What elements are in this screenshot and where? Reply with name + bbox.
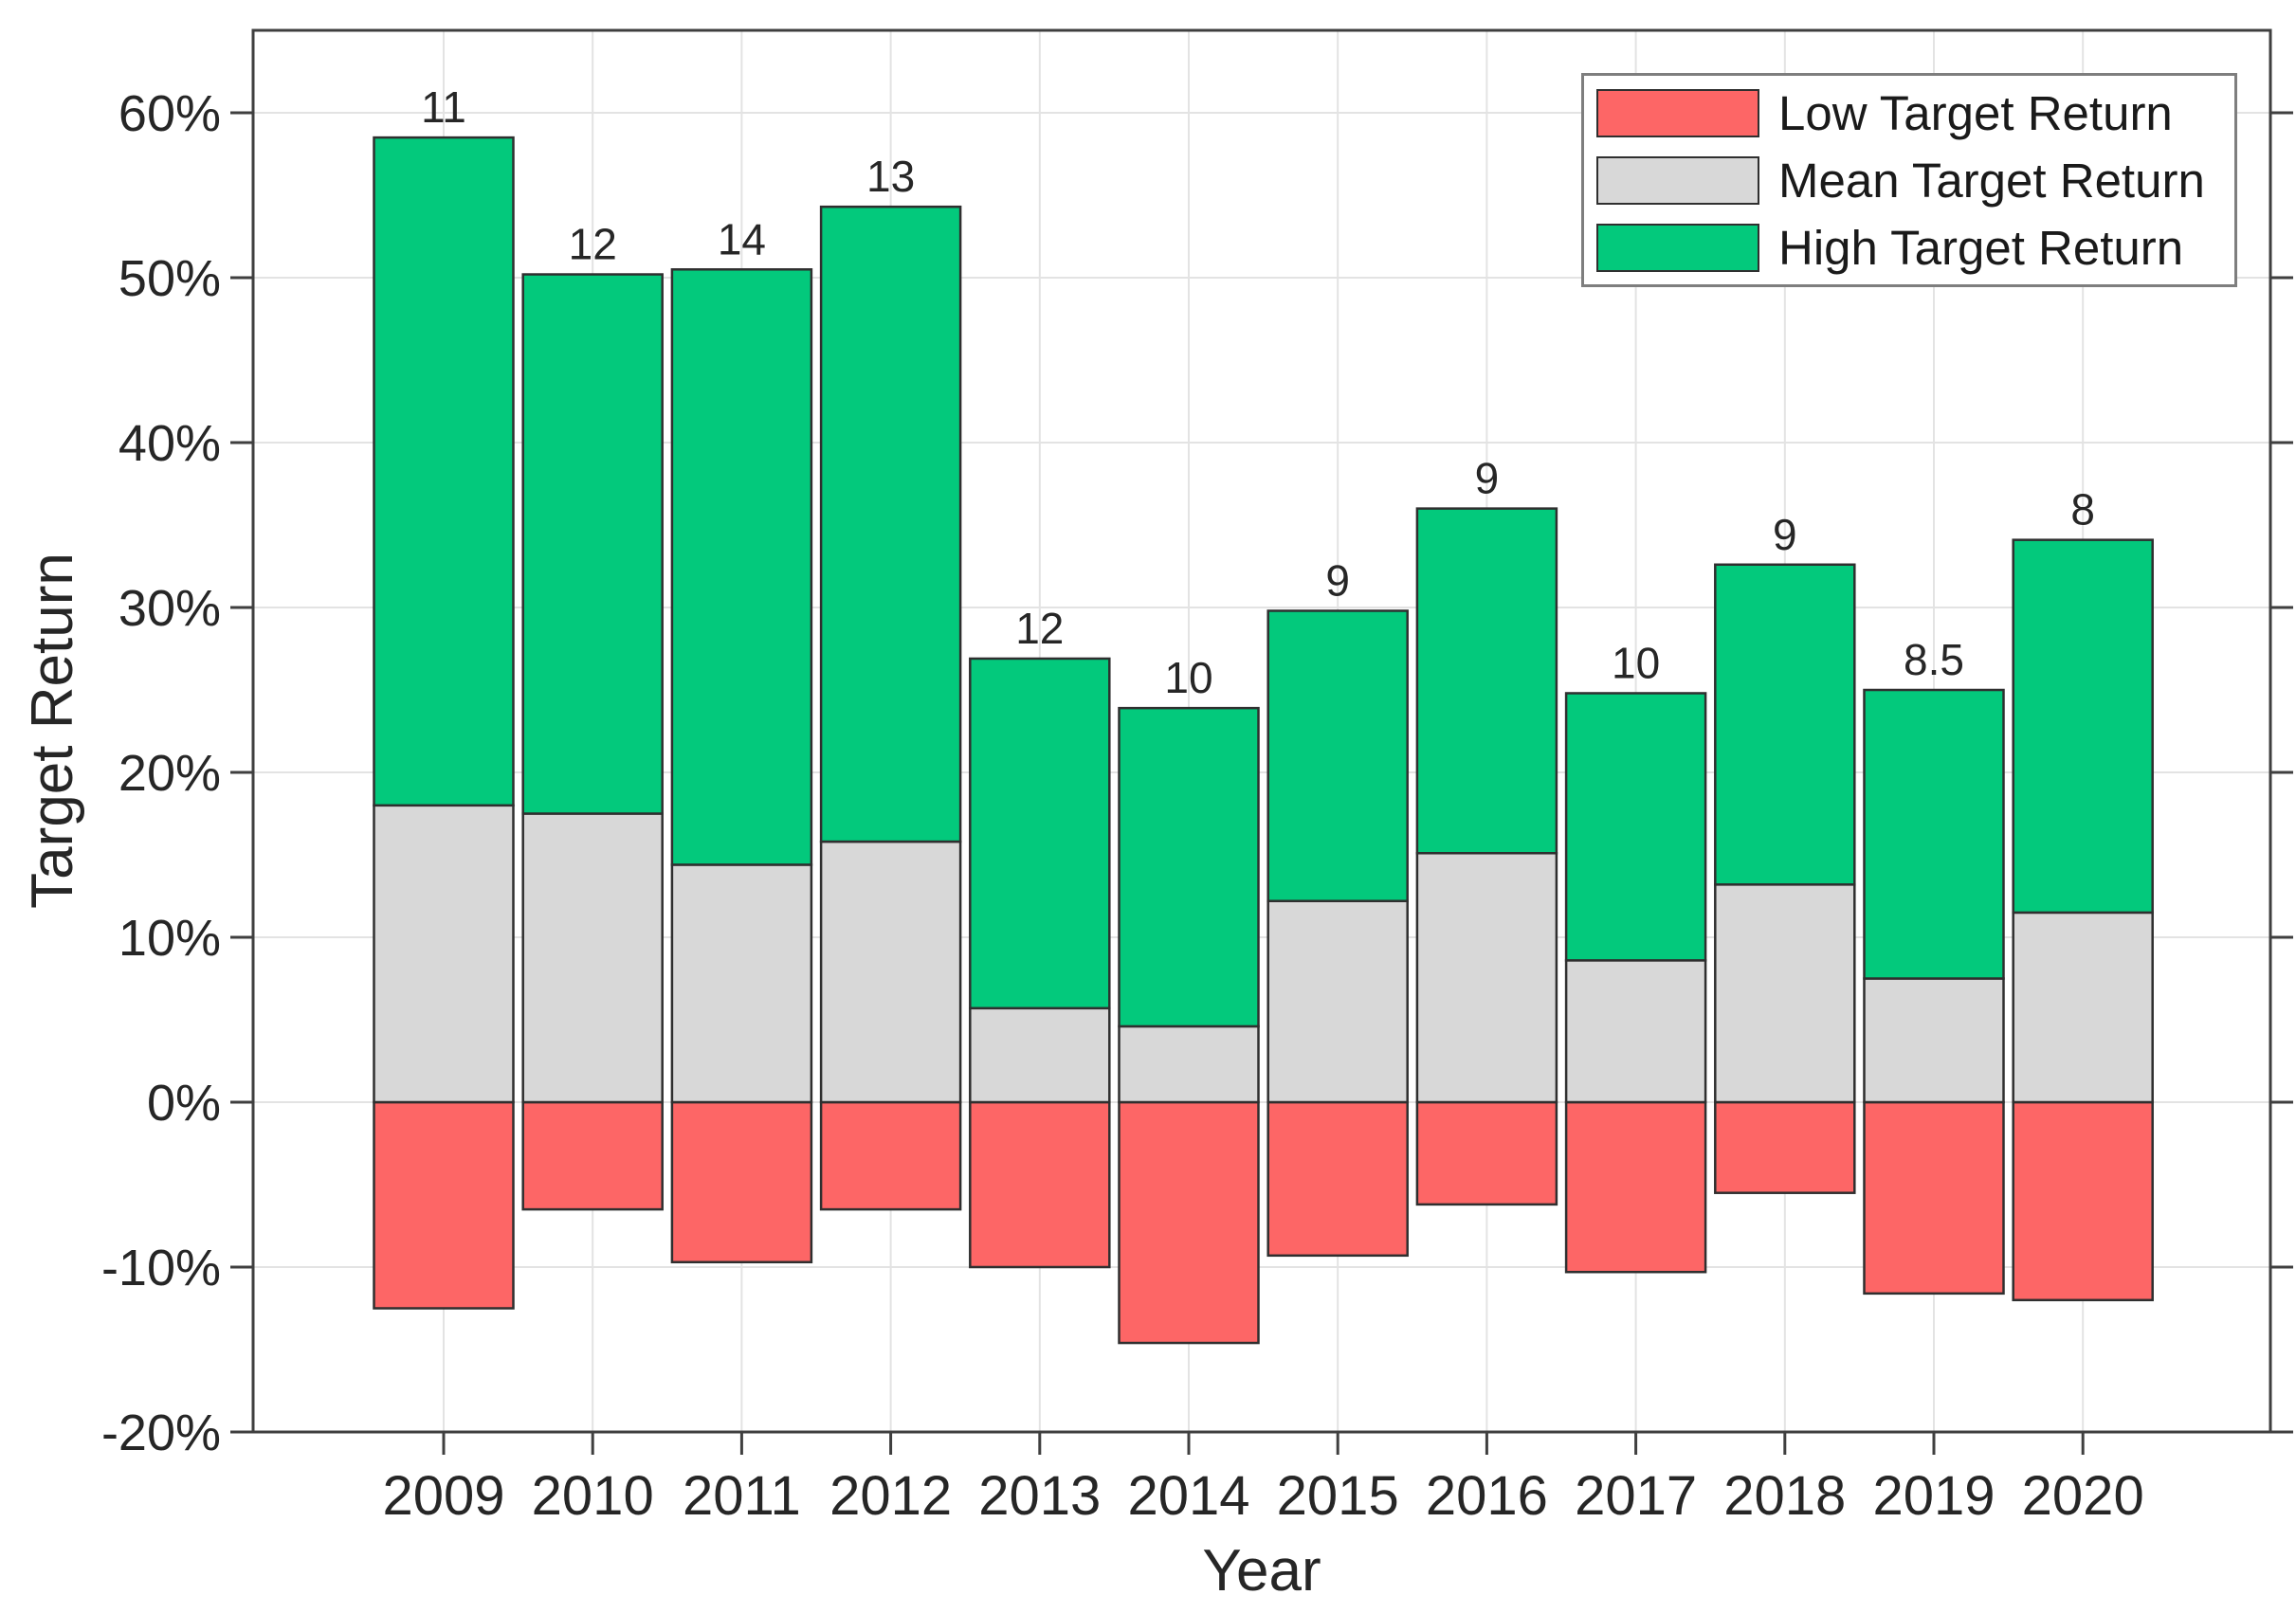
bar-value-label-2009: 11 bbox=[421, 82, 466, 132]
bar-value-label-2010: 12 bbox=[569, 220, 617, 269]
legend-row-low: Low Target Return bbox=[1596, 88, 2221, 137]
x-tick-label-2013: 2013 bbox=[978, 1465, 1101, 1527]
legend-label-high: High Target Return bbox=[1778, 220, 2184, 275]
bar-2014-low bbox=[1118, 1100, 1260, 1345]
y-tick-label-30: 30% bbox=[118, 580, 221, 637]
x-tick-label-2017: 2017 bbox=[1575, 1465, 1697, 1527]
bar-2014-high bbox=[1118, 706, 1260, 1028]
bar-2013-high bbox=[969, 657, 1111, 1010]
bar-value-label-2013: 12 bbox=[1015, 604, 1064, 653]
x-axis-label: Year bbox=[1202, 1538, 1321, 1604]
bar-2020-mean bbox=[2012, 911, 2154, 1104]
bar-value-label-2017: 10 bbox=[1612, 638, 1660, 687]
bar-2020-low bbox=[2012, 1100, 2154, 1302]
bar-2011-high bbox=[670, 268, 813, 866]
bar-value-label-2012: 13 bbox=[866, 152, 915, 201]
bar-value-label-2018: 9 bbox=[1773, 510, 1797, 559]
x-tick-label-2012: 2012 bbox=[829, 1465, 952, 1527]
bar-2017-high bbox=[1564, 692, 1707, 962]
bar-2010-high bbox=[521, 273, 664, 815]
y-tick-label--10: -10% bbox=[101, 1240, 221, 1296]
bar-value-label-2019: 8.5 bbox=[1904, 635, 1964, 684]
y-tick-label--20: -20% bbox=[101, 1405, 221, 1461]
bar-2017-mean bbox=[1564, 959, 1707, 1104]
bar-2018-high bbox=[1714, 563, 1856, 886]
x-tick-label-2011: 2011 bbox=[683, 1465, 801, 1527]
bar-2015-mean bbox=[1266, 899, 1409, 1104]
y-tick-label-50: 50% bbox=[118, 250, 221, 307]
bar-2011-mean bbox=[670, 863, 813, 1104]
bar-value-label-2015: 9 bbox=[1325, 555, 1350, 605]
plot-border bbox=[251, 28, 2272, 1434]
y-tick-label-10: 10% bbox=[118, 910, 221, 967]
legend-label-low: Low Target Return bbox=[1778, 85, 2173, 140]
bar-2013-low bbox=[969, 1100, 1111, 1269]
legend-swatch-mean-icon bbox=[1596, 155, 1759, 205]
legend-row-high: High Target Return bbox=[1596, 223, 2221, 272]
y-tick-label-0: 0% bbox=[147, 1075, 221, 1132]
bar-2019-low bbox=[1863, 1100, 2005, 1296]
y-tick-label-20: 20% bbox=[118, 745, 221, 802]
bar-2014-mean bbox=[1118, 1024, 1260, 1104]
tick-marks bbox=[230, 111, 2293, 1455]
y-tick-label-40: 40% bbox=[118, 415, 221, 472]
bar-2009-high bbox=[373, 136, 515, 807]
bar-value-label-2020: 8 bbox=[2070, 485, 2095, 535]
x-tick-label-2009: 2009 bbox=[382, 1465, 504, 1527]
y-axis-label: Target Return bbox=[20, 553, 85, 909]
legend-swatch-high-icon bbox=[1596, 223, 1759, 272]
axis-box bbox=[251, 28, 2272, 1434]
bar-2013-mean bbox=[969, 1006, 1111, 1104]
bar-2012-low bbox=[819, 1100, 962, 1211]
x-tick-label-2014: 2014 bbox=[1127, 1465, 1249, 1527]
bars bbox=[373, 136, 2154, 1345]
legend-label-mean: Mean Target Return bbox=[1778, 153, 2205, 208]
bar-2017-low bbox=[1564, 1100, 1707, 1274]
y-tick-label-60: 60% bbox=[118, 85, 221, 142]
bar-2016-high bbox=[1415, 507, 1558, 855]
bar-2012-mean bbox=[819, 840, 962, 1104]
bar-2018-low bbox=[1714, 1100, 1856, 1194]
bar-2018-mean bbox=[1714, 883, 1856, 1104]
legend-row-mean: Mean Target Return bbox=[1596, 155, 2221, 205]
x-tick-label-2018: 2018 bbox=[1723, 1465, 1846, 1527]
x-tick-label-2010: 2010 bbox=[532, 1465, 654, 1527]
bar-2010-low bbox=[521, 1100, 664, 1211]
x-tick-label-2016: 2016 bbox=[1426, 1465, 1548, 1527]
x-tick-label-2019: 2019 bbox=[1872, 1465, 1995, 1527]
bar-2015-high bbox=[1266, 609, 1409, 902]
bar-labels: 11 12 14 13 12 10 9 9 10 9 8.5 8 bbox=[421, 82, 2095, 702]
bar-2019-mean bbox=[1863, 977, 2005, 1104]
bar-value-label-2014: 10 bbox=[1164, 653, 1212, 702]
bar-2009-low bbox=[373, 1100, 515, 1310]
bar-2011-low bbox=[670, 1100, 813, 1264]
x-tick-label-2020: 2020 bbox=[2022, 1465, 2144, 1527]
bar-2009-mean bbox=[373, 804, 515, 1104]
tick-labels: -20% -10% 0% 10% 20% 30% 40% 50% 60% 2009 2010 2011… bbox=[101, 85, 2144, 1527]
bar-2015-low bbox=[1266, 1100, 1409, 1258]
bar-value-label-2011: 14 bbox=[718, 214, 766, 263]
legend-swatch-low-icon bbox=[1596, 88, 1759, 137]
bar-2019-high bbox=[1863, 688, 2005, 980]
bar-2020-high bbox=[2012, 538, 2154, 915]
x-tick-label-2015: 2015 bbox=[1277, 1465, 1399, 1527]
bar-2012-high bbox=[819, 205, 962, 843]
bar-value-label-2016: 9 bbox=[1475, 454, 1500, 503]
legend: Low Target Return Mean Target Return Hig… bbox=[1581, 73, 2237, 287]
bar-2010-mean bbox=[521, 812, 664, 1104]
bar-2016-mean bbox=[1415, 852, 1558, 1104]
bar-2016-low bbox=[1415, 1100, 1558, 1206]
